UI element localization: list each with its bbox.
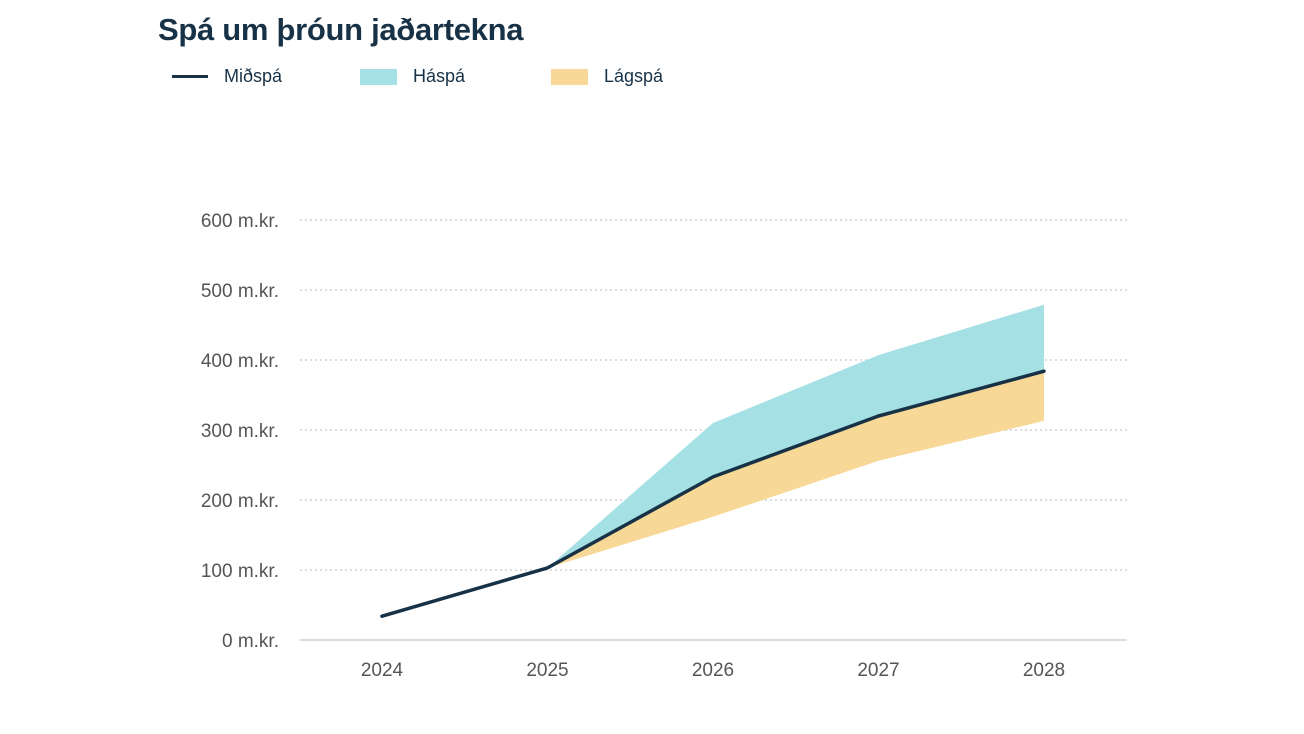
x-tick-label: 2026 bbox=[692, 660, 734, 681]
line-midspa bbox=[380, 369, 1046, 618]
legend-line-swatch bbox=[172, 75, 208, 78]
y-tick-label: 200 m.kr. bbox=[201, 491, 279, 512]
x-tick-label: 2028 bbox=[1023, 660, 1065, 681]
legend-label: Háspá bbox=[413, 66, 466, 86]
legend-label: Miðspá bbox=[224, 66, 283, 86]
y-tick-label: 500 m.kr. bbox=[201, 281, 279, 302]
y-tick-label: 400 m.kr. bbox=[201, 351, 279, 372]
legend-item-midspa: Miðspá bbox=[172, 66, 282, 87]
area-haspa bbox=[547, 304, 1044, 568]
area-lagspa bbox=[382, 371, 1044, 617]
legend-item-haspa: Háspá bbox=[360, 66, 465, 87]
y-tick-label: 300 m.kr. bbox=[201, 421, 279, 442]
x-tick-label: 2025 bbox=[526, 660, 568, 681]
legend-swatch bbox=[551, 68, 588, 85]
y-tick-label: 100 m.kr. bbox=[201, 561, 279, 582]
x-tick-label: 2027 bbox=[857, 660, 899, 681]
x-tick-label: 2024 bbox=[361, 660, 404, 681]
y-tick-label: 600 m.kr. bbox=[201, 211, 279, 232]
chart-title: Spá um þróun jaðartekna bbox=[158, 12, 524, 47]
legend-swatch bbox=[360, 68, 397, 85]
legend-item-lagspa: Lágspá bbox=[551, 66, 663, 87]
y-tick-label: 0 m.kr. bbox=[222, 631, 279, 652]
legend-label: Lágspá bbox=[604, 66, 664, 86]
